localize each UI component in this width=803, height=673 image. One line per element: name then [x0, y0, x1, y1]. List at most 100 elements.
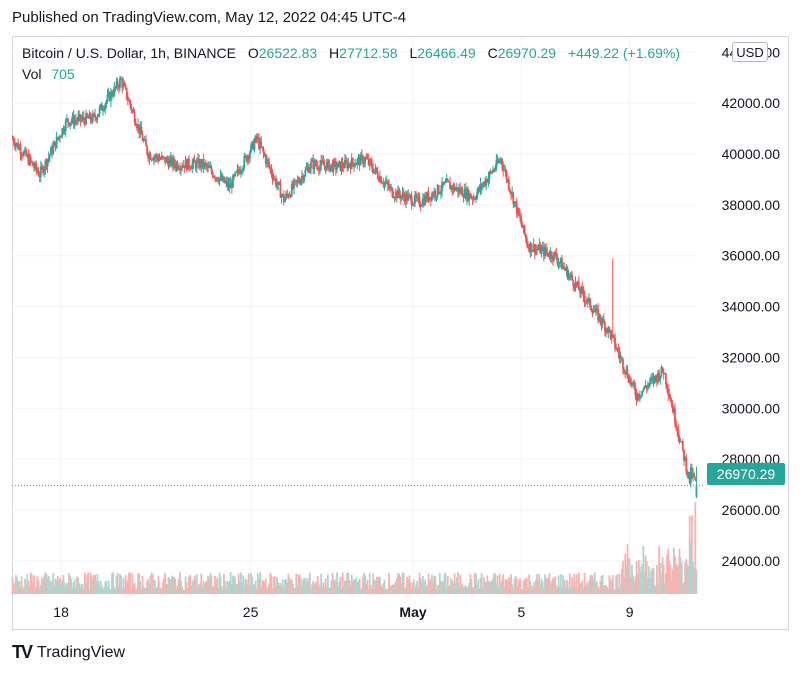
candle-body: [471, 197, 474, 200]
volume-bar: [27, 580, 30, 594]
candle-body: [88, 113, 91, 119]
candle-body: [414, 195, 416, 204]
volume-bar: [695, 569, 698, 594]
volume-bar: [229, 572, 232, 594]
volume-bar: [598, 589, 601, 594]
volume-bar: [291, 583, 294, 594]
volume-bar: [427, 573, 430, 594]
volume-bar: [617, 588, 620, 594]
candle-body: [343, 160, 346, 168]
volume-bar: [286, 582, 289, 594]
volume-bar: [484, 582, 486, 594]
candle-body: [633, 382, 636, 388]
candle-body: [50, 147, 52, 155]
candle-body: [110, 91, 112, 101]
candle-body: [18, 146, 21, 150]
volume-bar: [468, 582, 471, 594]
candle-body: [238, 171, 241, 174]
volume-bar: [611, 574, 614, 594]
volume-bar: [454, 583, 457, 594]
candle-body: [33, 166, 35, 168]
volume-bar: [574, 586, 577, 594]
volume-bar: [103, 587, 106, 594]
volume-bar: [299, 577, 302, 594]
volume-bar: [255, 588, 258, 594]
volume-bar: [210, 575, 213, 594]
candle-body: [133, 112, 136, 123]
candle-body: [167, 161, 170, 168]
volume-bar: [227, 582, 230, 594]
candle-body: [497, 161, 500, 163]
candle-body: [191, 163, 194, 169]
volume-bar: [480, 573, 483, 594]
candle-body: [120, 78, 122, 80]
volume-bar: [284, 579, 286, 594]
candle-body: [514, 201, 517, 203]
candle-body: [150, 159, 153, 161]
candle-body: [149, 154, 152, 160]
candle-body: [369, 159, 372, 163]
candle-body: [347, 163, 350, 169]
candle-body: [695, 485, 698, 497]
volume-bar: [510, 574, 512, 594]
candle-body: [373, 170, 376, 173]
candle-body: [172, 158, 174, 167]
candle-body: [631, 383, 633, 385]
volume-bar: [412, 579, 415, 594]
volume-bar: [52, 572, 55, 594]
volume-bar: [687, 566, 690, 594]
volume-bar: [230, 584, 233, 594]
candle-body: [96, 116, 99, 120]
candle-body: [433, 191, 436, 197]
volume-bar: [652, 568, 655, 594]
volume-bar: [96, 574, 99, 594]
candle-body: [140, 126, 143, 135]
candle-body: [48, 154, 51, 158]
volume-bar: [214, 575, 216, 594]
candle-body: [390, 187, 393, 189]
volume-bar: [301, 585, 303, 594]
volume-bar: [298, 574, 301, 594]
volume-bar: [521, 589, 524, 594]
candle-body: [567, 275, 570, 279]
candle-body: [19, 146, 22, 155]
volume-bar: [86, 575, 89, 594]
volume-bar: [146, 581, 148, 594]
currency-button[interactable]: USD: [732, 42, 768, 62]
volume-bar: [429, 579, 432, 594]
volume-bar: [451, 580, 454, 594]
volume-bar: [245, 579, 248, 594]
volume-bar: [655, 564, 658, 594]
volume-bar: [672, 547, 675, 594]
volume-bar: [74, 588, 77, 594]
candle-body: [606, 328, 609, 333]
candle-body: [67, 118, 69, 123]
footer-branding[interactable]: TV TradingView: [12, 642, 125, 663]
volume-bar: [106, 586, 109, 594]
volume-bar: [358, 578, 361, 594]
volume-bar: [410, 588, 413, 594]
candle-body: [280, 195, 283, 198]
volume-bar: [685, 558, 688, 594]
volume-bar: [596, 582, 598, 594]
candle-body: [332, 160, 335, 172]
volume-bar: [477, 579, 480, 594]
volume-bar: [561, 587, 563, 594]
volume-bar: [428, 579, 431, 594]
time-axis: 18 25 May 5 9: [53, 604, 633, 620]
candle-body: [259, 141, 262, 149]
candle-body: [464, 188, 467, 200]
candle-body: [51, 147, 54, 154]
candle-body: [108, 92, 111, 101]
candle-body: [438, 192, 441, 194]
candle-body: [480, 184, 483, 188]
candle-body: [219, 175, 222, 179]
candle-body: [537, 249, 540, 251]
volume-bar: [364, 575, 367, 594]
volume-bar: [175, 589, 178, 594]
volume-bar: [436, 584, 439, 594]
volume-bar: [60, 583, 63, 594]
candle-body: [371, 162, 373, 169]
volume-bar: [479, 577, 482, 594]
